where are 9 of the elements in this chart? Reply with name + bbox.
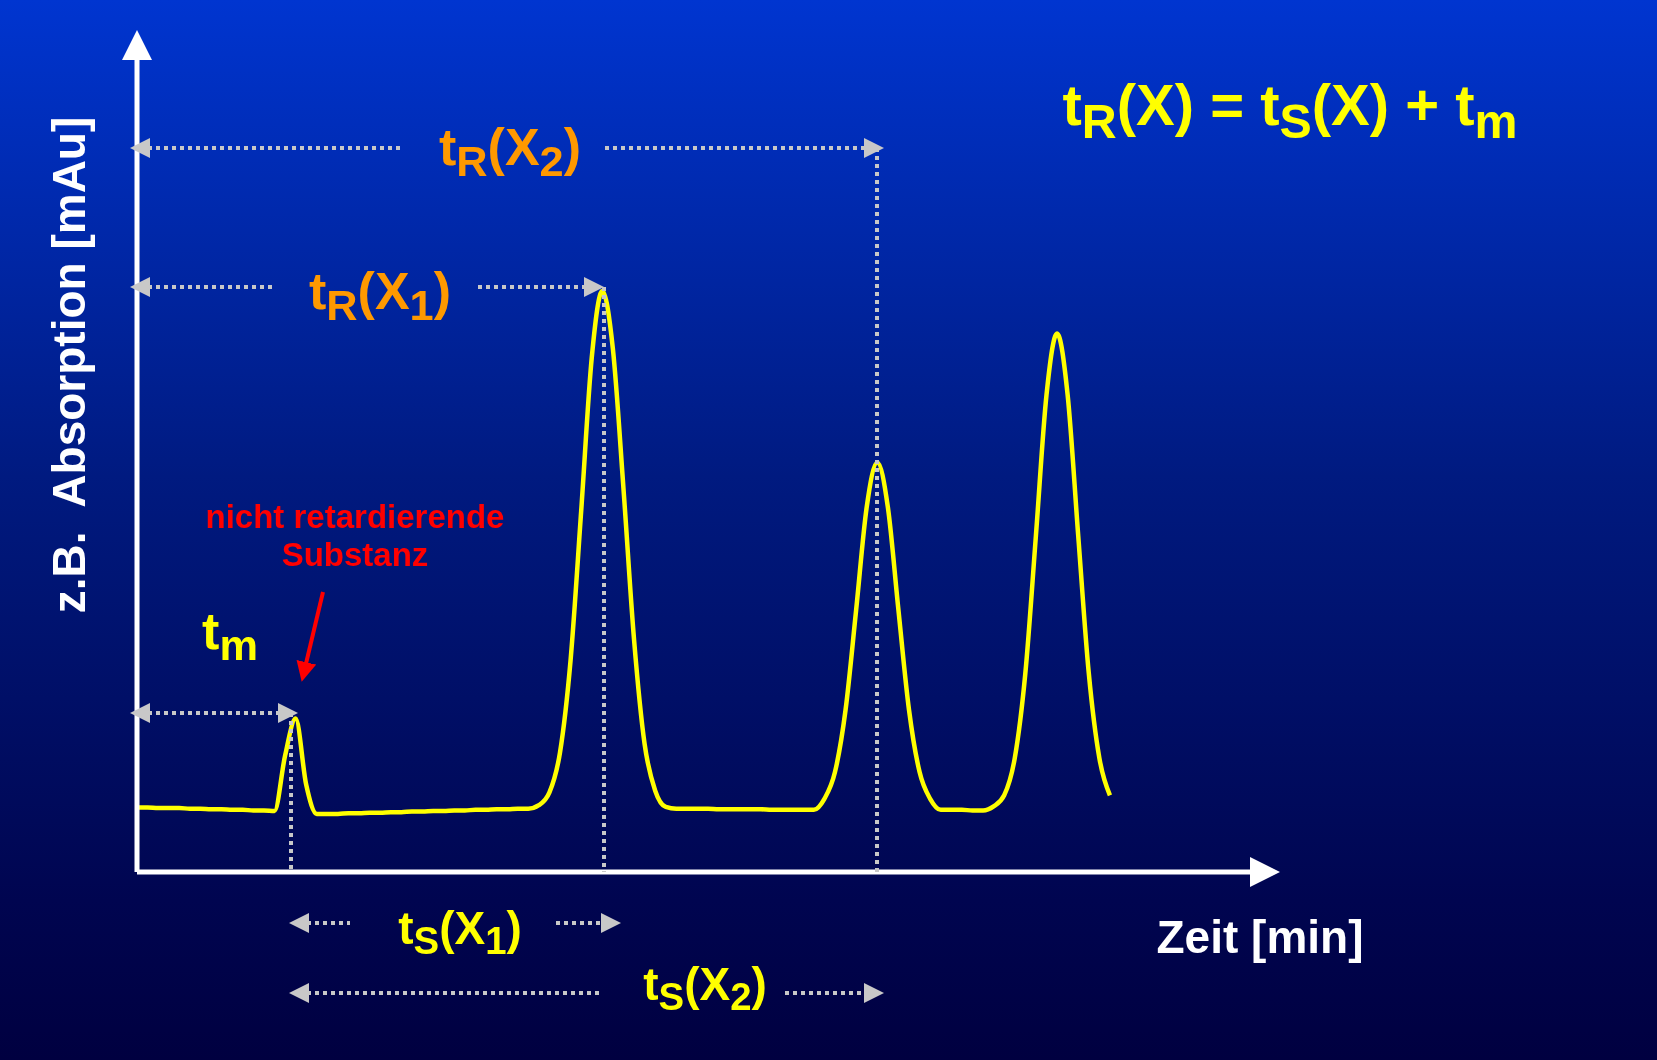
x-axis-title: Zeit [min]: [1155, 910, 1365, 964]
text: t$_{R}$(X) = t$_{S}$(X) + t$_{m}$: [1061, 72, 1519, 150]
annotation: t$_{m}$: [201, 602, 259, 672]
text: t$_{S}$(X$_{1}$): [397, 902, 523, 964]
y-axis-title: z.B. Absorption [mAu]: [42, 115, 96, 616]
text: t$_{S}$(X$_{2}$): [642, 958, 768, 1020]
annotation: nicht retardierende Substanz: [204, 498, 506, 574]
text: t$_{R}$(X$_{2}$): [437, 118, 583, 188]
annotation: t$_{R}$(X$_{1}$): [307, 262, 453, 332]
